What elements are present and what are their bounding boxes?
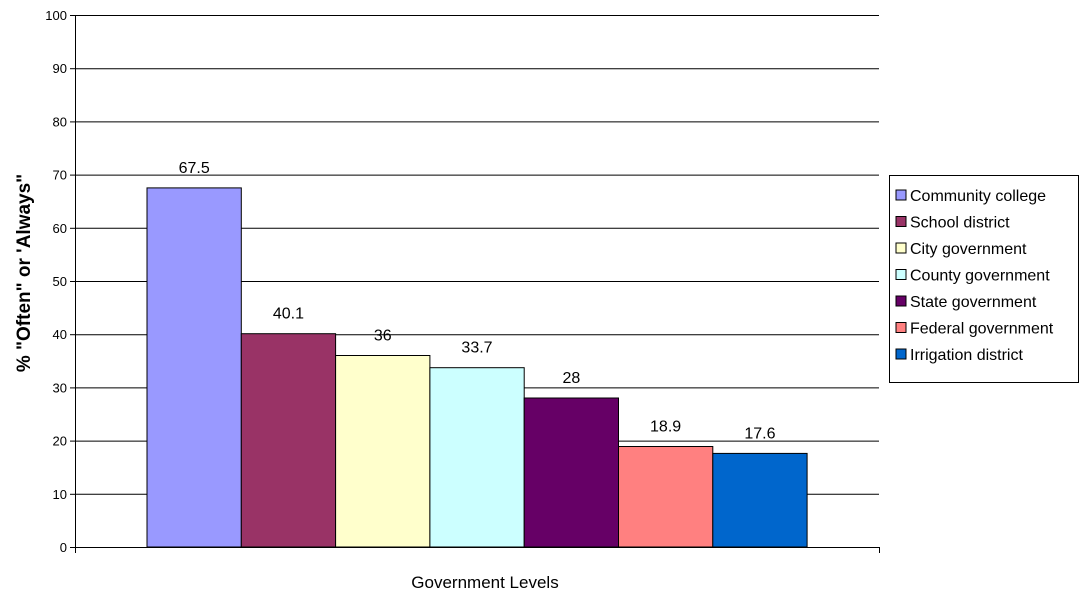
- legend-swatch: [895, 322, 907, 333]
- y-tick-label: 100: [45, 8, 67, 23]
- legend-swatch: [895, 189, 907, 201]
- bar-county-government: [429, 367, 525, 548]
- y-axis-title: % "Often" or 'Always": [14, 174, 35, 372]
- legend-label: City government: [910, 241, 1027, 258]
- bar-irrigation-district: [712, 452, 808, 548]
- legend-label: State government: [910, 294, 1037, 311]
- y-tick-label: 20: [53, 434, 67, 449]
- axes: [70, 15, 880, 553]
- data-label: 17.6: [744, 425, 775, 442]
- y-tick-label: 50: [53, 274, 67, 289]
- legend-label: Irrigation district: [910, 347, 1023, 364]
- bar-school-district: [240, 333, 337, 548]
- data-label: 36: [374, 328, 392, 345]
- legend-swatch: [895, 216, 907, 227]
- legend-label: Community college: [910, 188, 1046, 205]
- bar-federal-government: [618, 446, 714, 548]
- x-axis-title: Government Levels: [411, 573, 558, 592]
- bar-city-government: [335, 355, 431, 548]
- legend-swatch: [895, 295, 907, 307]
- legend-box: [889, 175, 1079, 383]
- legend-swatch: [895, 348, 907, 360]
- data-label: 40.1: [273, 306, 304, 323]
- legend-label: County government: [910, 268, 1050, 285]
- y-tick-label: 30: [53, 380, 67, 395]
- y-tick-label: 0: [60, 540, 67, 555]
- data-label: 28: [563, 370, 581, 387]
- legend-swatch: [895, 242, 907, 254]
- bar-state-government: [523, 397, 620, 548]
- data-labels: 67.5 40.1 36 33.7 28 18.9 17.6: [179, 160, 776, 443]
- y-tick-label: 80: [53, 114, 67, 129]
- data-label: 33.7: [461, 340, 492, 357]
- y-tick-label: 90: [53, 61, 67, 76]
- y-tick-labels: 0 10 20 30 40 50 60 70 80 90 100: [45, 8, 67, 555]
- data-label: 18.9: [650, 419, 681, 436]
- bar-community-college: [146, 187, 242, 548]
- legend: Community college School district City gov…: [889, 175, 1079, 383]
- bars-group: [146, 187, 808, 548]
- y-tick-label: 70: [53, 168, 67, 183]
- y-tick-label: 60: [53, 221, 67, 236]
- legend-swatch: [895, 269, 907, 280]
- legend-label: School district: [910, 215, 1010, 232]
- y-tick-label: 10: [53, 487, 67, 502]
- legend-label: Federal government: [910, 321, 1054, 338]
- data-label: 67.5: [179, 160, 210, 177]
- y-tick-label: 40: [53, 327, 67, 342]
